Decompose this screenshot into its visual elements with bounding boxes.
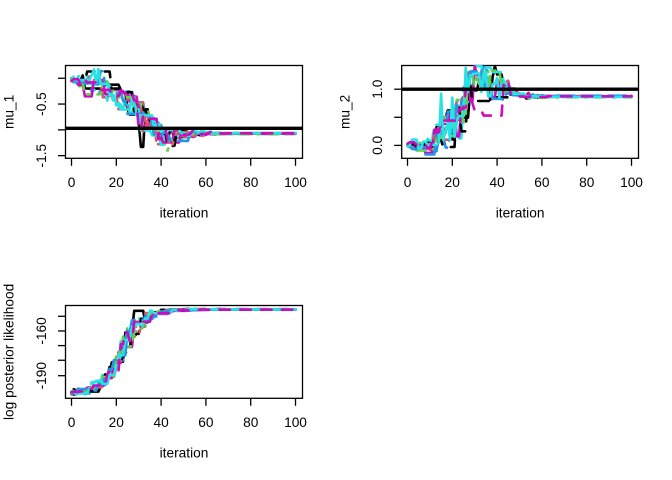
svg-text:80: 80 (579, 175, 595, 190)
svg-text:-1.5: -1.5 (34, 143, 49, 167)
svg-text:80: 80 (243, 415, 259, 430)
svg-text:0: 0 (68, 175, 76, 190)
svg-text:0: 0 (68, 415, 76, 430)
svg-text:80: 80 (243, 175, 259, 190)
svg-text:iteration: iteration (496, 206, 545, 221)
svg-text:1.0: 1.0 (370, 79, 385, 98)
svg-text:0.0: 0.0 (370, 136, 385, 155)
svg-text:iteration: iteration (160, 206, 209, 221)
svg-text:iteration: iteration (160, 446, 209, 461)
svg-text:60: 60 (198, 415, 214, 430)
svg-text:20: 20 (109, 175, 125, 190)
svg-text:40: 40 (153, 415, 169, 430)
svg-text:mu_1: mu_1 (2, 95, 17, 129)
svg-text:100: 100 (284, 415, 307, 430)
svg-text:60: 60 (534, 175, 550, 190)
svg-text:20: 20 (445, 175, 461, 190)
svg-text:-190: -190 (34, 362, 49, 390)
svg-text:log posterior likelihood: log posterior likelihood (2, 284, 17, 420)
svg-text:0: 0 (404, 175, 412, 190)
svg-text:60: 60 (198, 175, 214, 190)
svg-text:100: 100 (284, 175, 307, 190)
svg-text:-0.5: -0.5 (34, 92, 49, 116)
svg-text:40: 40 (153, 175, 169, 190)
svg-text:-160: -160 (34, 317, 49, 345)
svg-text:40: 40 (489, 175, 505, 190)
svg-text:100: 100 (620, 175, 643, 190)
svg-text:mu_2: mu_2 (338, 95, 353, 129)
svg-text:20: 20 (109, 415, 125, 430)
